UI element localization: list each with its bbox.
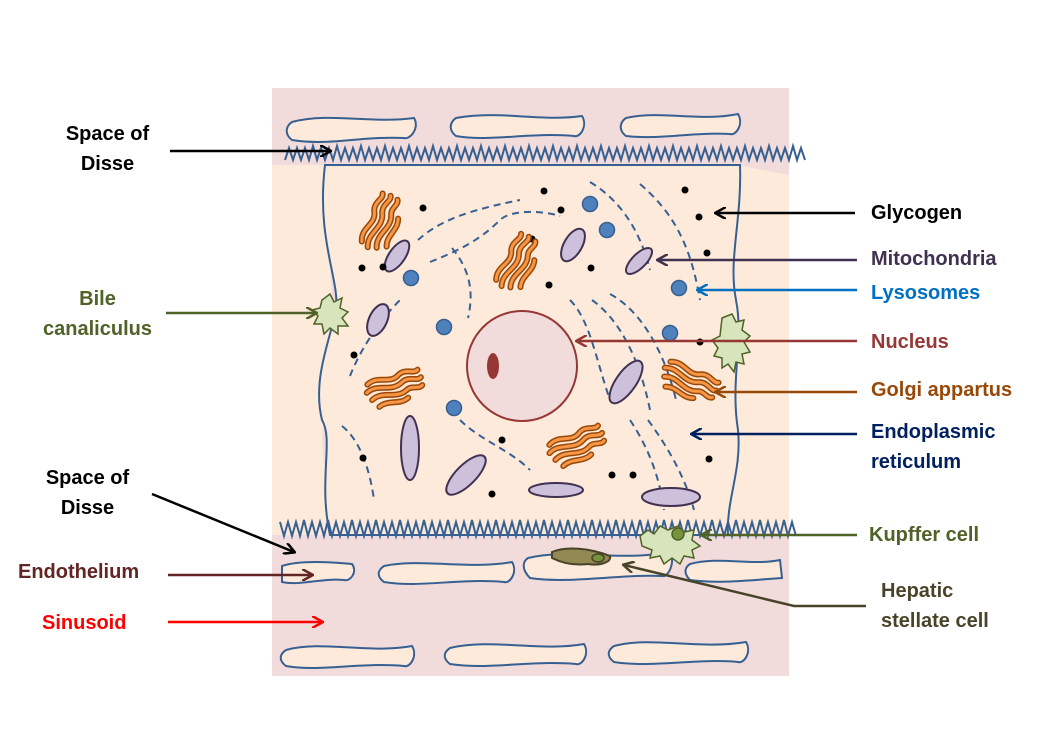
glycogen-granule <box>540 187 548 195</box>
endothelial-cell <box>684 558 784 583</box>
mitochondrion <box>366 303 390 337</box>
label-space-of-disse-top: Space of Disse <box>50 119 165 179</box>
label-bile-canaliculus: Bile canaliculus <box>30 284 165 344</box>
label-sinusoid: Sinusoid <box>42 612 127 634</box>
glycogen-granule <box>695 213 703 221</box>
glycogen-granule <box>498 436 506 444</box>
label-hepatic-stellate-cell: Hepatic stellate cell <box>881 576 989 636</box>
endothelial-cell <box>281 561 356 585</box>
label-line: canaliculus <box>43 318 152 340</box>
endothelial-cell <box>279 644 416 669</box>
glycogen-granule <box>703 249 711 257</box>
glycogen-granule <box>608 471 616 479</box>
endothelial-cell <box>443 642 588 667</box>
microvilli-top <box>284 142 806 164</box>
mitochondria-group <box>366 227 701 507</box>
glycogen-granule <box>419 204 427 212</box>
glycogen-granule <box>557 206 565 214</box>
arrow-stellate <box>624 565 866 608</box>
nucleolus <box>487 353 499 379</box>
glycogen-granule <box>681 186 689 194</box>
glycogen-granule <box>629 471 637 479</box>
mitochondrion <box>625 247 653 275</box>
label-mitochondria: Mitochondria <box>871 248 997 270</box>
label-line: stellate cell <box>881 610 989 632</box>
endothelial-cell <box>607 640 750 665</box>
lysosome <box>661 324 679 342</box>
glycogen-granule <box>488 490 496 498</box>
mitochondrion <box>608 359 644 405</box>
mitochondrion <box>528 482 584 498</box>
glycogen-granule <box>705 455 713 463</box>
label-space-of-disse-bottom: Space of Disse <box>30 463 145 523</box>
lysosomes-group <box>402 195 688 417</box>
kupffer-cell <box>639 525 702 566</box>
label-glycogen: Glycogen <box>871 202 963 224</box>
mitochondrion <box>641 487 701 507</box>
label-line: reticulum <box>871 451 962 473</box>
glycogen-granule <box>587 264 595 272</box>
mitochondrion <box>445 454 487 496</box>
label-kupffer-cell: Kupffer cell <box>869 524 980 546</box>
mitochondrion <box>383 239 411 273</box>
endothelial-cell <box>285 116 417 143</box>
glycogen-granule <box>359 454 367 462</box>
label-lysosomes: Lysosomes <box>871 282 981 304</box>
lysosome <box>402 269 420 287</box>
label-line: Endoplasmic <box>871 421 996 443</box>
mitochondrion <box>560 227 586 263</box>
right-neighbor-hepatocyte <box>728 165 789 535</box>
label-line: Space of <box>45 467 130 489</box>
glycogen-granule <box>358 264 366 272</box>
glycogen-granule <box>379 263 387 271</box>
label-endothelium: Endothelium <box>18 561 140 583</box>
bile-canaliculus-right <box>710 313 752 374</box>
label-line: Bile <box>79 288 116 310</box>
label-golgi-apparatus: Golgi appartus <box>871 379 1013 401</box>
lysosome <box>598 221 616 239</box>
microvilli-bottom <box>279 518 797 540</box>
glycogen-granule <box>545 281 553 289</box>
stellate-nucleus <box>591 553 605 563</box>
label-line: Disse <box>60 497 115 519</box>
left-neighbor-hepatocyte <box>272 165 332 535</box>
glycogen-granule <box>350 351 358 359</box>
label-nucleus: Nucleus <box>871 331 949 353</box>
label-line: Space of <box>65 123 150 145</box>
endothelial-cells-top <box>285 112 742 143</box>
mitochondrion <box>400 415 420 481</box>
lysosome <box>435 318 453 336</box>
kupffer-nucleus <box>671 527 685 541</box>
lysosome <box>581 195 599 213</box>
label-line: Disse <box>80 153 135 175</box>
endothelial-cell <box>377 560 516 585</box>
lysosome <box>445 399 463 417</box>
label-line: Hepatic <box>881 580 954 602</box>
lysosome <box>670 279 688 297</box>
nucleus <box>466 310 578 422</box>
arrow-space-disse-bottom <box>151 492 294 552</box>
endothelial-cell <box>449 114 586 139</box>
label-endoplasmic-reticulum: Endoplasmic reticulum <box>871 417 995 477</box>
endothelial-cell <box>619 112 742 139</box>
